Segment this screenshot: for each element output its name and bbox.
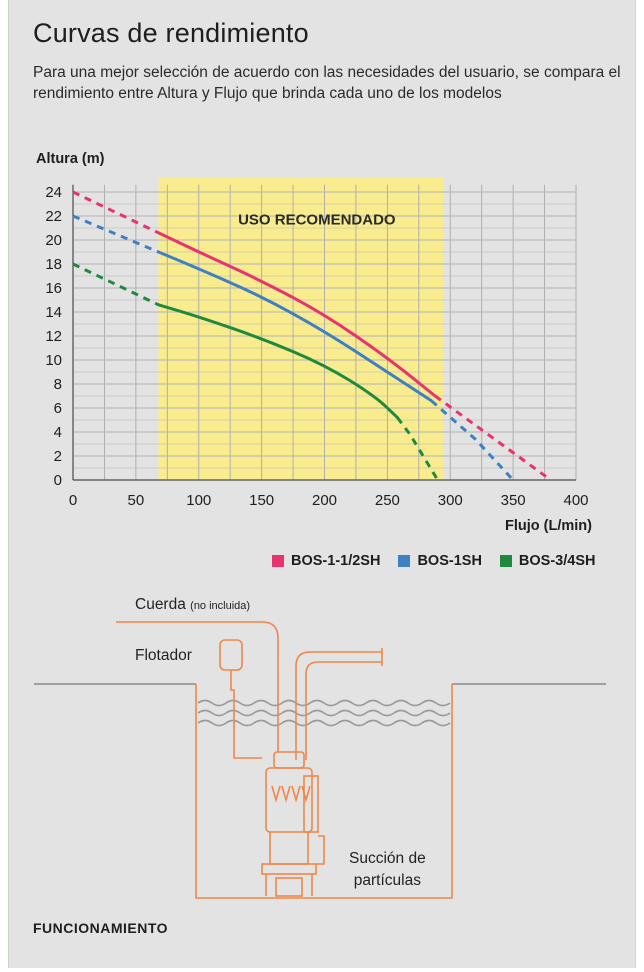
series-bos-1sh-dashed-end bbox=[430, 399, 515, 482]
footer-label: FUNCIONAMIENTO bbox=[33, 920, 169, 936]
suction-label: Succión de partículas bbox=[349, 848, 426, 892]
legend-label: BOS-3/4SH bbox=[518, 553, 596, 569]
suction-label-line1: Succión de bbox=[349, 850, 426, 867]
suction-label-line2: partículas bbox=[353, 872, 421, 889]
series-layer bbox=[72, 190, 552, 482]
y-tick-label: 20 bbox=[45, 232, 62, 249]
legend-swatch bbox=[272, 555, 284, 567]
y-axis-label: Altura (m) bbox=[36, 151, 105, 167]
rope-label-text: Cuerda bbox=[135, 596, 186, 613]
y-tick-label: 12 bbox=[45, 328, 62, 345]
page-subtitle: Para una mejor selección de acuerdo con … bbox=[33, 64, 621, 102]
recommended-zone-label: USO RECOMENDADO bbox=[238, 211, 396, 228]
x-tick-label: 300 bbox=[438, 492, 463, 509]
y-tick-label: 18 bbox=[45, 256, 62, 273]
y-tick-label: 0 bbox=[54, 472, 62, 489]
legend-label: BOS-1-1/2SH bbox=[291, 553, 381, 569]
x-tick-label: 350 bbox=[501, 492, 526, 509]
rope-label: Cuerda (no incluida) bbox=[135, 596, 250, 614]
y-tick-label: 22 bbox=[45, 208, 62, 225]
float-label: Flotador bbox=[135, 647, 192, 664]
recommended-zone bbox=[158, 178, 444, 480]
series-bos-1sh-dashed-start bbox=[72, 214, 160, 254]
x-tick-label: 200 bbox=[312, 492, 337, 509]
legend-label: BOS-1SH bbox=[417, 553, 482, 569]
rope-label-note: (no incluida) bbox=[190, 600, 251, 612]
y-tick-label: 24 bbox=[45, 184, 62, 201]
x-tick-label: 0 bbox=[69, 492, 77, 509]
x-tick-label: 100 bbox=[186, 492, 211, 509]
y-tick-label: 16 bbox=[45, 280, 62, 297]
recommended-zone-layer bbox=[158, 178, 444, 480]
legend-item-bos-1sh: BOS-1SH bbox=[398, 553, 482, 569]
chart-legend: BOS-1-1/2SH BOS-1SH BOS-3/4SH bbox=[272, 553, 595, 569]
y-tick-label: 6 bbox=[54, 400, 62, 417]
series-bos-3-4sh-dashed-end bbox=[396, 416, 439, 481]
y-tick-label: 8 bbox=[54, 376, 62, 393]
series-bos-1-1-2sh-dashed-start bbox=[72, 190, 160, 235]
legend-item-bos-1-1-2sh: BOS-1-1/2SH bbox=[272, 553, 380, 569]
x-axis-label: Flujo (L/min) bbox=[505, 518, 592, 534]
series-bos-1-1-2sh-dashed-end bbox=[434, 394, 552, 482]
y-tick-label: 2 bbox=[54, 448, 62, 465]
legend-swatch bbox=[499, 555, 512, 567]
x-tick-label: 250 bbox=[375, 492, 400, 509]
series-bos-3-4sh-dashed-start bbox=[72, 262, 160, 307]
grid-layer bbox=[72, 184, 577, 481]
legend-swatch bbox=[398, 555, 411, 567]
x-tick-label: 400 bbox=[563, 492, 588, 509]
y-tick-label: 14 bbox=[45, 304, 62, 321]
y-tick-label: 4 bbox=[54, 424, 62, 441]
x-tick-label: 50 bbox=[128, 492, 145, 509]
series-bos-3-4sh-solid bbox=[157, 303, 399, 420]
series-bos-1sh-solid bbox=[157, 250, 433, 403]
legend-item-bos-3-4sh: BOS-3/4SH bbox=[499, 553, 596, 569]
x-tick-label: 150 bbox=[249, 492, 274, 509]
page-title: Curvas de rendimiento bbox=[33, 18, 309, 48]
y-tick-label: 10 bbox=[45, 352, 62, 369]
series-bos-1-1-2sh-solid bbox=[157, 231, 437, 398]
